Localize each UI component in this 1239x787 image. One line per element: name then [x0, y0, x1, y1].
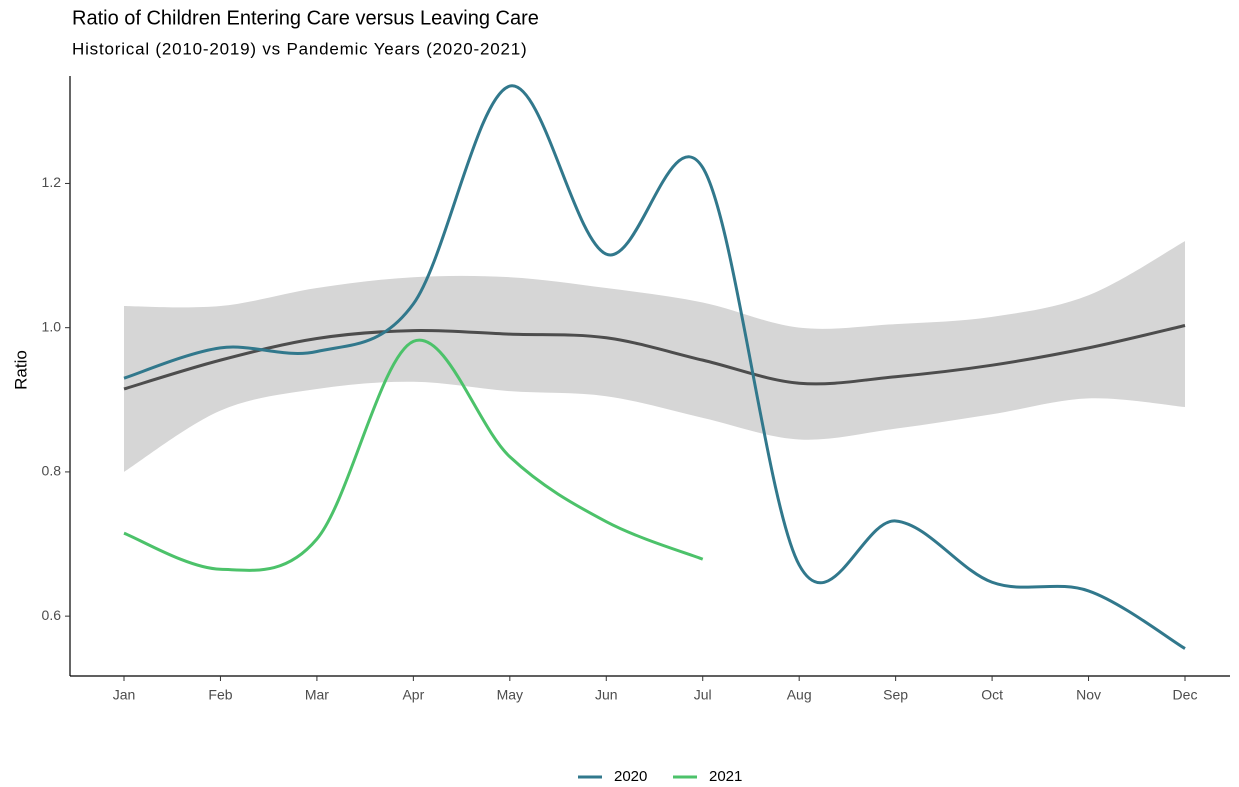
x-tick-label: Jan: [113, 687, 136, 703]
y-tick-label: 1.0: [42, 318, 62, 334]
x-tick-label: Nov: [1076, 687, 1101, 703]
x-tick-label: Mar: [305, 687, 329, 703]
y-tick-label: 0.6: [42, 607, 62, 623]
series-line: [123, 338, 704, 572]
legend-label: 2021: [709, 768, 742, 785]
legend-label: 2020: [614, 768, 647, 785]
y-tick-label: 0.8: [42, 463, 62, 479]
x-tick-label: Aug: [787, 687, 812, 703]
y-tick-label: 1.2: [42, 174, 62, 190]
x-tick-label: Dec: [1173, 687, 1198, 703]
x-tick-label: Sep: [883, 687, 908, 703]
x-tick-label: May: [497, 687, 523, 703]
chart-title: Ratio of Children Entering Care versus L…: [72, 7, 539, 29]
series-line: [123, 84, 1186, 650]
x-tick-label: Feb: [208, 687, 232, 703]
trend-line: [123, 324, 1186, 391]
x-tick-label: Oct: [981, 687, 1003, 703]
confidence-band: [124, 241, 1185, 472]
chart-subtitle: Historical (2010-2019) vs Pandemic Years…: [72, 39, 528, 58]
y-axis-label: Ratio: [11, 350, 30, 390]
x-tick-label: Jul: [694, 687, 712, 703]
x-tick-label: Apr: [402, 687, 424, 703]
x-tick-label: Jun: [595, 687, 618, 703]
